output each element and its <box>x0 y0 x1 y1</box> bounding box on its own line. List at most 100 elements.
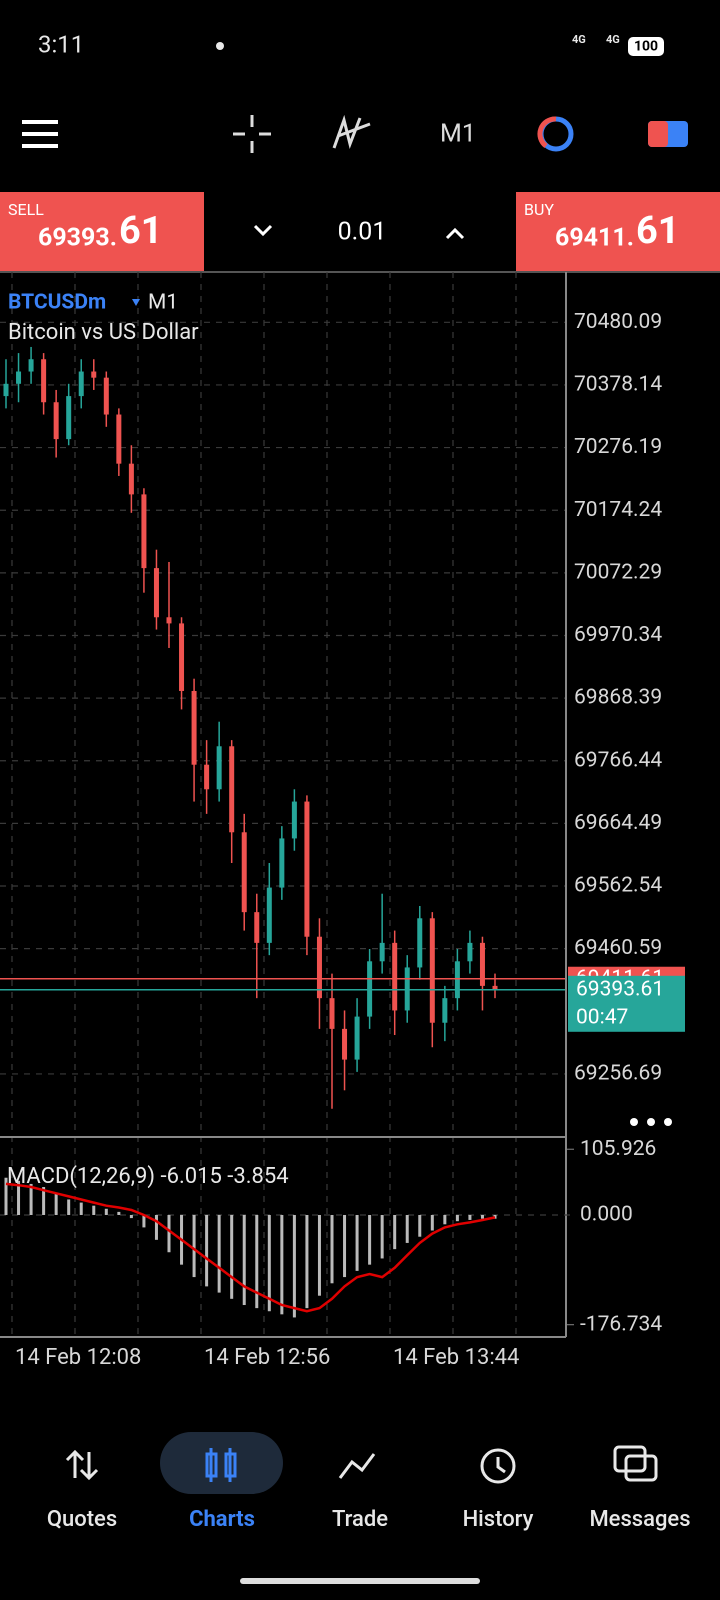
candle-body <box>191 690 197 765</box>
macd-tick-label: 105.926 <box>580 1137 656 1161</box>
macd-bar <box>368 1214 372 1265</box>
macd-bar <box>455 1214 459 1222</box>
macd-bar <box>217 1214 221 1293</box>
candle-body <box>116 414 122 464</box>
chart-timeframe: M1 <box>148 291 178 315</box>
nav-label[interactable]: Quotes <box>47 1507 117 1532</box>
candle-body <box>266 887 272 943</box>
sell-label: SELL <box>8 200 44 219</box>
macd-bar <box>242 1214 246 1306</box>
macd-bar <box>92 1205 96 1215</box>
y-tick-label: 69970.34 <box>574 623 662 647</box>
macd-bar <box>67 1199 71 1215</box>
macd-bar <box>317 1214 321 1296</box>
nav-label[interactable]: Messages <box>589 1507 690 1532</box>
macd-signal <box>5 1182 496 1313</box>
nav-label[interactable]: Charts <box>189 1507 255 1532</box>
y-tick-label: 69868.39 <box>574 686 662 710</box>
candle-body <box>454 961 460 999</box>
bid-label: 69393.61 <box>576 977 664 1001</box>
macd-tick-label: -176.734 <box>580 1312 662 1336</box>
net: 4G <box>606 33 620 46</box>
countdown: 00:47 <box>576 1005 628 1029</box>
y-tick-label: 70174.24 <box>574 498 662 522</box>
lot-down[interactable] <box>253 224 273 237</box>
sell-button[interactable] <box>0 192 204 271</box>
menu-icon[interactable] <box>22 120 58 148</box>
bid-tag <box>568 975 685 1032</box>
candle-body <box>78 371 84 397</box>
x-tick-label: 14 Feb 12:56 <box>204 1345 330 1370</box>
y-tick-label: 69460.59 <box>574 936 662 960</box>
y-tick-label: 69256.69 <box>574 1061 662 1085</box>
crosshair-icon[interactable] <box>233 115 271 153</box>
lot-up[interactable] <box>445 227 465 240</box>
macd-bar <box>4 1177 8 1215</box>
battery-level: 100 <box>634 39 658 55</box>
macd-bar <box>42 1187 46 1215</box>
macd-bar <box>267 1214 271 1312</box>
candle-body <box>16 371 22 384</box>
macd-bar <box>29 1183 33 1215</box>
macd-label: MACD(12,26,9) -6.015 -3.854 <box>7 1164 289 1189</box>
buy-label: BUY <box>524 200 554 219</box>
macd-tick-label: 0.000 <box>580 1203 633 1227</box>
macd-bar <box>54 1193 58 1215</box>
candle-body <box>103 377 109 415</box>
candle-body <box>229 746 235 833</box>
candle-body <box>279 838 285 888</box>
y-tick-label: 70378.14 <box>574 373 662 397</box>
candle-body <box>41 359 47 403</box>
timeframe-button[interactable]: M1 <box>440 120 476 149</box>
nav-label[interactable]: Trade <box>332 1507 388 1532</box>
macd-bar <box>430 1214 434 1231</box>
macd-bar <box>205 1214 209 1287</box>
y-tick-label: 69766.44 <box>574 748 662 772</box>
macd-bar <box>355 1214 359 1271</box>
macd-bar <box>167 1214 171 1253</box>
macd-bar <box>380 1214 384 1259</box>
macd-bar <box>17 1180 21 1215</box>
candle-body <box>53 402 59 440</box>
more-dots[interactable] <box>630 1118 672 1126</box>
candle-body <box>254 912 260 943</box>
indicators-icon[interactable] <box>332 114 371 149</box>
lot-size[interactable]: 0.01 <box>338 218 387 247</box>
price-chart: 70480.09 70378.14 70276.19 70174.24 70072.29… <box>0 272 685 1370</box>
candle-body <box>429 918 435 1023</box>
candle-body <box>404 967 410 1011</box>
macd-bar <box>330 1214 334 1284</box>
home-indicator <box>240 1578 480 1584</box>
candle-body <box>316 936 322 999</box>
battery <box>628 37 664 56</box>
charts-highlight <box>160 1432 283 1494</box>
candle-body <box>342 1028 348 1060</box>
macd-bar <box>468 1214 472 1220</box>
candle-body <box>379 942 385 962</box>
symbol[interactable]: BTCUSDm <box>8 291 106 315</box>
macd-bar <box>443 1214 447 1225</box>
x-tick-label: 14 Feb 12:08 <box>15 1345 141 1370</box>
y-tick-label: 70480.09 <box>574 310 662 334</box>
y-tick-label: 70276.19 <box>574 435 662 459</box>
macd-bar <box>292 1214 296 1318</box>
candle-body <box>216 746 222 790</box>
macd-bar <box>129 1214 133 1219</box>
y-tick-label: 70072.29 <box>574 560 662 584</box>
candle-body <box>417 918 423 968</box>
candle-body <box>467 942 473 962</box>
nav-label[interactable]: History <box>463 1507 534 1532</box>
macd-bar <box>192 1214 196 1278</box>
nav-icons <box>65 1445 658 1484</box>
macd-bar <box>480 1214 484 1219</box>
symbol-dropdown[interactable] <box>132 299 140 306</box>
status-time: 3:11 <box>38 30 84 58</box>
candle-body <box>153 568 159 618</box>
macd-bar <box>343 1214 347 1278</box>
macd-bar <box>405 1214 409 1243</box>
buy-button[interactable] <box>516 192 720 271</box>
bottom-nav: Quotes Charts Trade History Messages <box>47 1507 691 1532</box>
macd-bar <box>79 1202 83 1215</box>
